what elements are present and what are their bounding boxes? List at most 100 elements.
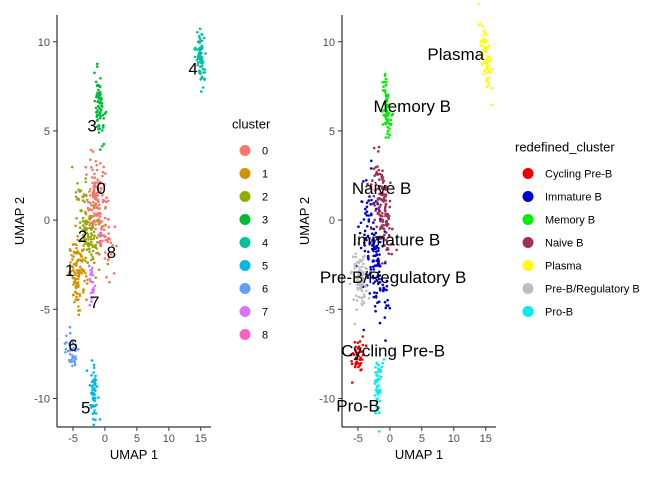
x-tick-label: 5 xyxy=(134,433,140,445)
data-point xyxy=(350,362,354,366)
data-point xyxy=(82,195,85,198)
data-point xyxy=(93,382,97,385)
data-point xyxy=(85,228,88,232)
data-point xyxy=(482,54,485,57)
data-point xyxy=(358,362,362,366)
data-point xyxy=(76,274,80,278)
data-point xyxy=(106,262,110,266)
data-point xyxy=(77,298,80,301)
data-point xyxy=(198,50,202,54)
data-point xyxy=(96,178,99,181)
data-point xyxy=(350,381,354,384)
data-point xyxy=(381,123,385,126)
data-point xyxy=(101,239,104,243)
data-point xyxy=(105,275,108,279)
legend-label: 7 xyxy=(262,307,268,319)
data-point xyxy=(204,52,207,55)
data-point xyxy=(106,240,109,244)
data-point xyxy=(81,224,85,227)
data-point xyxy=(374,209,377,212)
data-point xyxy=(99,148,102,151)
data-point xyxy=(365,289,368,293)
data-point xyxy=(367,297,371,300)
data-point xyxy=(78,190,81,193)
data-point xyxy=(370,247,374,251)
y-tick-label: -10 xyxy=(319,393,335,405)
data-point xyxy=(484,40,488,43)
data-point xyxy=(369,265,372,269)
data-point xyxy=(89,148,93,152)
data-point xyxy=(365,210,369,213)
data-point xyxy=(364,270,368,274)
data-point xyxy=(361,276,365,280)
data-point xyxy=(382,358,386,361)
data-point xyxy=(93,212,96,215)
data-point xyxy=(353,264,357,268)
data-point xyxy=(379,237,383,240)
data-point xyxy=(378,430,381,433)
data-point xyxy=(104,251,107,254)
data-point xyxy=(357,295,361,299)
data-point xyxy=(101,224,104,228)
data-point xyxy=(486,81,490,84)
data-point xyxy=(101,129,104,132)
data-point xyxy=(369,268,373,271)
data-point xyxy=(92,423,95,427)
data-point xyxy=(364,212,367,215)
x-tick-label: 15 xyxy=(480,433,492,445)
data-point xyxy=(380,193,383,196)
data-point xyxy=(376,187,380,190)
data-point xyxy=(362,262,365,266)
data-point xyxy=(90,393,94,396)
data-point xyxy=(382,85,385,88)
data-point xyxy=(105,238,109,241)
data-point xyxy=(485,77,489,80)
data-point xyxy=(385,224,389,227)
data-point xyxy=(82,248,85,251)
data-point xyxy=(96,220,99,223)
cluster-annotation: 6 xyxy=(68,336,77,355)
data-point xyxy=(377,282,380,286)
data-point xyxy=(364,237,368,240)
data-point xyxy=(90,258,93,262)
data-point xyxy=(382,108,386,112)
data-point xyxy=(97,200,100,203)
data-point xyxy=(74,291,77,294)
data-point xyxy=(371,179,374,182)
cluster-annotation: Pre-B/Regulatory B xyxy=(320,268,466,287)
data-point xyxy=(372,259,375,262)
data-point xyxy=(379,370,383,374)
data-point xyxy=(92,188,96,191)
data-point xyxy=(90,266,94,270)
data-point xyxy=(358,358,362,362)
data-point xyxy=(75,260,79,263)
data-point xyxy=(93,284,97,288)
series-3-points xyxy=(93,62,108,151)
cluster-annotation: 8 xyxy=(107,243,116,262)
data-point xyxy=(200,90,203,93)
data-point xyxy=(389,122,393,126)
data-point xyxy=(378,281,382,284)
data-point xyxy=(349,353,353,357)
data-point xyxy=(102,117,105,120)
data-point xyxy=(98,107,101,110)
data-point xyxy=(372,268,376,271)
data-point xyxy=(382,196,386,200)
data-point xyxy=(90,203,93,207)
data-point xyxy=(199,65,202,69)
data-point xyxy=(365,285,368,288)
data-point xyxy=(375,225,379,229)
data-point xyxy=(99,162,102,165)
data-point xyxy=(95,111,98,114)
legend-label: Pro-B xyxy=(545,307,573,319)
data-point xyxy=(74,298,77,301)
data-point xyxy=(93,261,96,265)
data-point xyxy=(84,271,87,275)
legend-swatch xyxy=(239,214,251,225)
data-point xyxy=(90,385,94,388)
data-point xyxy=(92,417,95,421)
data-point xyxy=(376,197,380,201)
data-point xyxy=(101,174,104,178)
data-point xyxy=(360,289,364,293)
data-point xyxy=(98,116,102,120)
